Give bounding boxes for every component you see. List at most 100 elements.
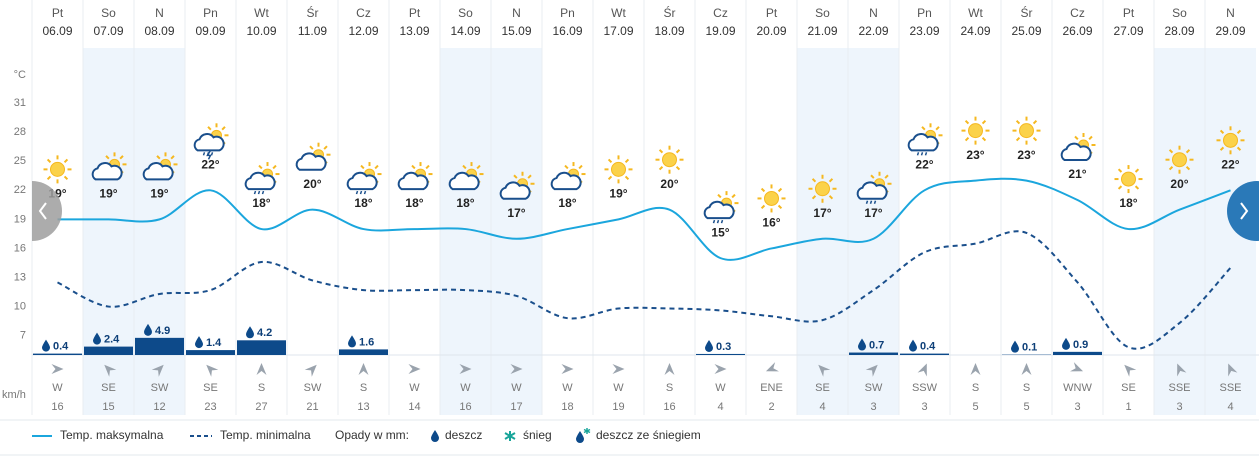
legend-min: Temp. minimalna bbox=[220, 428, 311, 442]
cloud-icon bbox=[703, 200, 735, 220]
max-temp-label: 21° bbox=[1068, 167, 1086, 181]
next-arrow[interactable] bbox=[1240, 202, 1249, 220]
rain-icon bbox=[261, 190, 265, 195]
wind-speed: 18 bbox=[561, 401, 573, 413]
rain-icon bbox=[355, 190, 359, 195]
wind-direction: W bbox=[715, 382, 726, 394]
weekday: N bbox=[512, 6, 521, 20]
wind-arrow bbox=[206, 364, 219, 377]
sun-icon bbox=[43, 155, 72, 184]
max-temp-label: 18° bbox=[252, 196, 270, 210]
sun-ray bbox=[1032, 120, 1038, 125]
date: 17.09 bbox=[603, 24, 633, 38]
wind-speed: 14 bbox=[408, 401, 420, 413]
temp-line bbox=[57, 177, 1231, 261]
max-temp-label: 18° bbox=[558, 196, 576, 210]
sun-ray bbox=[760, 204, 766, 210]
precip-bar bbox=[237, 340, 286, 355]
date: 09.09 bbox=[195, 24, 225, 38]
sun-disc bbox=[1172, 152, 1187, 168]
prev-arrow[interactable] bbox=[38, 202, 47, 220]
date: 14.09 bbox=[450, 24, 480, 38]
sun-ray bbox=[1032, 136, 1038, 142]
y-tick-label: 16 bbox=[14, 242, 26, 254]
sun-ray bbox=[221, 126, 226, 131]
legend-sleet: deszcz ze śniegiem bbox=[596, 428, 701, 442]
weekday: Śr bbox=[307, 5, 319, 20]
wind-direction: SSE bbox=[1168, 382, 1190, 394]
date: 20.09 bbox=[756, 24, 786, 38]
wind-direction: SE bbox=[815, 382, 830, 394]
sun-ray bbox=[675, 149, 681, 154]
wind-direction: ENE bbox=[760, 382, 783, 394]
date: 26.09 bbox=[1062, 24, 1092, 38]
date: 13.09 bbox=[399, 24, 429, 38]
date: 12.09 bbox=[348, 24, 378, 38]
wind-speed: 16 bbox=[663, 401, 675, 413]
cloud-icon bbox=[448, 171, 480, 191]
prev-button[interactable] bbox=[32, 181, 62, 241]
precip-bar bbox=[186, 350, 235, 355]
cloud-icon bbox=[295, 152, 327, 171]
wind-arrow bbox=[408, 364, 421, 374]
y-tick-label: 22 bbox=[14, 184, 26, 196]
max-temp-label: 16° bbox=[762, 216, 780, 230]
wind-unit: km/h bbox=[2, 389, 26, 401]
date: 18.09 bbox=[654, 24, 684, 38]
sun-icon bbox=[1114, 165, 1143, 194]
date: 06.09 bbox=[42, 24, 72, 38]
weekend-shade bbox=[1154, 48, 1205, 415]
legend-sleet-icon bbox=[576, 431, 584, 443]
wind-direction: S bbox=[360, 382, 367, 394]
wind-speed: 27 bbox=[255, 401, 267, 413]
sun-ray bbox=[964, 120, 970, 125]
temp-line bbox=[57, 230, 1232, 350]
sun-ray bbox=[1134, 168, 1140, 173]
max-temp-label: 19° bbox=[99, 187, 117, 201]
wind-arrow bbox=[510, 364, 523, 374]
wind-arrow bbox=[917, 363, 927, 377]
sun-ray bbox=[1134, 185, 1140, 190]
weekday: So bbox=[101, 6, 116, 20]
sun-ray bbox=[170, 155, 175, 160]
weekday: Pn bbox=[917, 6, 932, 20]
sun-ray bbox=[309, 145, 314, 150]
wind-speed: 15 bbox=[102, 401, 114, 413]
sun-ray bbox=[63, 158, 69, 164]
date: 24.09 bbox=[960, 24, 990, 38]
weekday: Śr bbox=[1021, 5, 1033, 20]
wind-direction: W bbox=[460, 382, 471, 394]
sun-ray bbox=[1015, 136, 1021, 142]
wind-speed: 5 bbox=[972, 401, 978, 413]
y-tick-label: 31 bbox=[14, 97, 26, 109]
rain-icon bbox=[920, 152, 924, 156]
legend-snow: śnieg bbox=[523, 428, 552, 442]
max-temp-label: 18° bbox=[354, 196, 372, 210]
sun-ray bbox=[46, 175, 52, 180]
wind-speed: 19 bbox=[612, 401, 624, 413]
wind-direction: S bbox=[972, 382, 979, 394]
drop-icon bbox=[348, 335, 356, 348]
drop-icon bbox=[246, 326, 254, 339]
max-temp-label: 15° bbox=[711, 225, 729, 239]
wind-direction: SW bbox=[304, 382, 322, 394]
wind-arrow bbox=[151, 364, 164, 377]
wind-direction: W bbox=[409, 382, 420, 394]
sun-icon bbox=[1165, 145, 1194, 174]
next-button[interactable] bbox=[1227, 181, 1259, 241]
max-temp-label: 22° bbox=[915, 157, 933, 171]
precip-bar bbox=[1053, 351, 1102, 355]
wind-speed: 4 bbox=[1227, 401, 1233, 413]
wind-direction: W bbox=[52, 382, 63, 394]
drop-icon bbox=[93, 332, 101, 345]
cloud-icon bbox=[907, 133, 939, 152]
wind-direction: S bbox=[1023, 382, 1030, 394]
rain-icon bbox=[359, 190, 363, 195]
weekday: N bbox=[1226, 6, 1235, 20]
precip-bar bbox=[696, 353, 745, 355]
y-unit: °C bbox=[14, 69, 26, 81]
sun-disc bbox=[815, 181, 830, 197]
wind-speed: 23 bbox=[204, 401, 216, 413]
sun-ray bbox=[777, 187, 783, 193]
precip-bar bbox=[849, 352, 898, 355]
